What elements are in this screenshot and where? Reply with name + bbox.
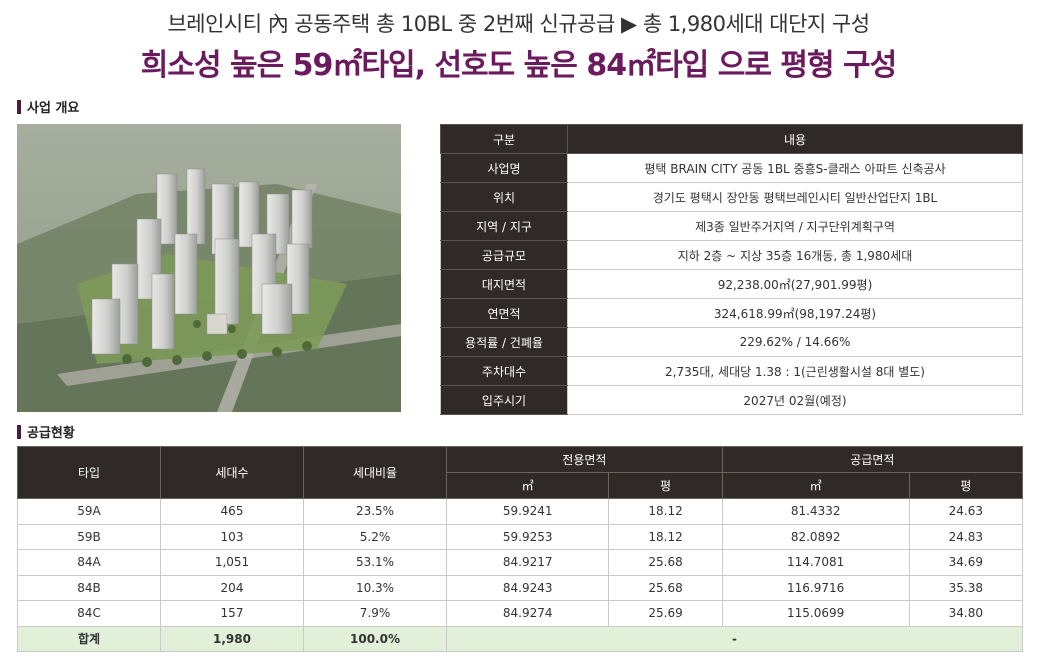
supply-header-units: 세대수 xyxy=(160,446,304,499)
supply-header-ratio: 세대비율 xyxy=(303,446,447,499)
overview-value: 경기도 평택시 장안동 평택브레인시티 일반산업단지 1BL xyxy=(567,182,1023,212)
overview-value: 평택 BRAIN CITY 공동 1BL 중흥S-클래스 아파트 신축공사 xyxy=(567,153,1023,183)
supply-cell-ratio: 23.5% xyxy=(303,498,447,525)
supply-cell-supply-pyeong: 24.83 xyxy=(908,523,1024,550)
supply-header-type: 타입 xyxy=(17,446,161,499)
section-title-supply-label: 공급현황 xyxy=(27,426,75,441)
supply-cell-ratio: 10.3% xyxy=(303,574,447,601)
supply-cell-type: 84A xyxy=(17,549,161,576)
supply-cell-supply-pyeong: 24.63 xyxy=(908,498,1024,525)
supply-subheader-exclusive-sqm: ㎡ xyxy=(445,472,610,499)
supply-row: 84A 1,051 53.1% 84.9217 25.68 114.7081 3… xyxy=(17,549,1024,576)
supply-total-label: 합계 xyxy=(17,625,161,652)
supply-cell-exclusive-pyeong: 25.69 xyxy=(608,600,723,627)
supply-cell-units: 204 xyxy=(160,574,304,601)
supply-cell-exclusive-pyeong: 25.68 xyxy=(608,574,723,601)
overview-label: 연면적 xyxy=(440,298,568,328)
overview-row: 연면적 324,618.99㎡(98,197.24평) xyxy=(440,298,1023,328)
section-title-supply: 공급현황 xyxy=(17,422,75,441)
headline-subtitle: 브레인시티 內 공동주택 총 10BL 중 2번째 신규공급 ▶ 총 1,980… xyxy=(167,12,870,36)
supply-cell-units: 1,051 xyxy=(160,549,304,576)
headline-title: 희소성 높은 59㎡타입, 선호도 높은 84㎡타입 으로 평형 구성 xyxy=(140,48,897,83)
supply-cell-units: 465 xyxy=(160,498,304,525)
overview-row: 위치 경기도 평택시 장안동 평택브레인시티 일반산업단지 1BL xyxy=(440,182,1023,212)
supply-cell-type: 84B xyxy=(17,574,161,601)
supply-subheader-exclusive-pyeong: 평 xyxy=(608,472,723,499)
supply-total-units: 1,980 xyxy=(160,625,304,652)
overview-label: 용적률 / 건폐율 xyxy=(440,327,568,357)
section-marker xyxy=(17,99,21,114)
overview-value: 324,618.99㎡(98,197.24평) xyxy=(567,298,1023,328)
overview-value: 지하 2층 ~ 지상 35층 16개동, 총 1,980세대 xyxy=(567,240,1023,270)
section-title-overview-label: 사업 개요 xyxy=(27,101,80,116)
overview-label: 위치 xyxy=(440,182,568,212)
overview-header-category: 구분 xyxy=(440,124,568,154)
overview-table: 구분 내용 사업명 평택 BRAIN CITY 공동 1BL 중흥S-클래스 아파… xyxy=(440,124,1023,415)
supply-cell-exclusive-pyeong: 25.68 xyxy=(608,549,723,576)
supply-row: 84B 204 10.3% 84.9243 25.68 116.9716 35.… xyxy=(17,574,1024,601)
overview-value: 2,735대, 세대당 1.38 : 1(근린생활시설 8대 별도) xyxy=(567,356,1023,386)
supply-cell-ratio: 5.2% xyxy=(303,523,447,550)
overview-label: 대지면적 xyxy=(440,269,568,299)
overview-label: 지역 / 지구 xyxy=(440,211,568,241)
supply-cell-supply-pyeong: 34.80 xyxy=(908,600,1024,627)
supply-cell-exclusive-sqm: 84.9243 xyxy=(445,574,610,601)
overview-row: 공급규모 지하 2층 ~ 지상 35층 16개동, 총 1,980세대 xyxy=(440,240,1023,270)
supply-header-exclusive: 전용면적 xyxy=(446,446,723,473)
overview-row: 대지면적 92,238.00㎡(27,901.99평) xyxy=(440,269,1023,299)
overview-row: 용적률 / 건폐율 229.62% / 14.66% xyxy=(440,327,1023,357)
overview-label: 공급규모 xyxy=(440,240,568,270)
supply-cell-supply-pyeong: 34.69 xyxy=(908,549,1024,576)
rendering-illustration xyxy=(17,124,401,412)
overview-row: 주차대수 2,735대, 세대당 1.38 : 1(근린생활시설 8대 별도) xyxy=(440,356,1023,386)
supply-cell-ratio: 53.1% xyxy=(303,549,447,576)
supply-total-row: 합계 1,980 100.0% - xyxy=(17,625,1023,652)
supply-subheader-row: ㎡ 평 ㎡ 평 xyxy=(18,472,1024,499)
supply-row: 59A 465 23.5% 59.9241 18.12 81.4332 24.6… xyxy=(17,498,1024,525)
supply-cell-exclusive-sqm: 84.9274 xyxy=(445,600,610,627)
overview-label: 사업명 xyxy=(440,153,568,183)
overview-row: 지역 / 지구 제3종 일반주거지역 / 지구단위계획구역 xyxy=(440,211,1023,241)
supply-cell-units: 103 xyxy=(160,523,304,550)
supply-cell-supply-sqm: 116.9716 xyxy=(721,574,910,601)
overview-value: 92,238.00㎡(27,901.99평) xyxy=(567,269,1023,299)
supply-row: 59B 103 5.2% 59.9253 18.12 82.0892 24.83 xyxy=(17,523,1024,550)
overview-value: 2027년 02월(예정) xyxy=(567,385,1023,415)
overview-header-row: 구분 내용 xyxy=(440,124,1023,154)
supply-cell-exclusive-pyeong: 18.12 xyxy=(608,498,723,525)
supply-subheader-supply-pyeong: 평 xyxy=(908,472,1024,499)
overview-row: 입주시기 2027년 02월(예정) xyxy=(440,385,1023,415)
apartment-aerial-rendering xyxy=(17,124,401,412)
supply-table: 타입 세대수 세대비율 전용면적 공급면적 ㎡ 평 ㎡ 평 59A 465 23… xyxy=(17,446,1024,652)
supply-row: 84C 157 7.9% 84.9274 25.69 115.0699 34.8… xyxy=(17,600,1024,627)
section-title-overview: 사업 개요 xyxy=(17,97,79,116)
supply-cell-exclusive-sqm: 59.9241 xyxy=(445,498,610,525)
supply-cell-ratio: 7.9% xyxy=(303,600,447,627)
supply-cell-supply-sqm: 114.7081 xyxy=(721,549,910,576)
overview-value: 제3종 일반주거지역 / 지구단위계획구역 xyxy=(567,211,1023,241)
supply-cell-supply-sqm: 115.0699 xyxy=(721,600,910,627)
supply-total-area: - xyxy=(446,625,1023,652)
section-marker xyxy=(17,424,21,439)
overview-header-content: 내용 xyxy=(567,124,1023,154)
supply-total-ratio: 100.0% xyxy=(303,625,447,652)
supply-cell-type: 84C xyxy=(17,600,161,627)
supply-cell-supply-sqm: 81.4332 xyxy=(721,498,910,525)
supply-cell-exclusive-sqm: 84.9217 xyxy=(445,549,610,576)
overview-row: 사업명 평택 BRAIN CITY 공동 1BL 중흥S-클래스 아파트 신축공사 xyxy=(440,153,1023,183)
overview-label: 입주시기 xyxy=(440,385,568,415)
overview-label: 주차대수 xyxy=(440,356,568,386)
supply-cell-supply-sqm: 82.0892 xyxy=(721,523,910,550)
overview-value: 229.62% / 14.66% xyxy=(567,327,1023,357)
supply-cell-type: 59B xyxy=(17,523,161,550)
supply-header-supply: 공급면적 xyxy=(721,446,1024,473)
supply-cell-type: 59A xyxy=(17,498,161,525)
supply-cell-supply-pyeong: 35.38 xyxy=(908,574,1024,601)
supply-subheader-supply-sqm: ㎡ xyxy=(721,472,910,499)
supply-header-row: 타입 세대수 세대비율 전용면적 공급면적 xyxy=(17,446,1024,499)
supply-cell-exclusive-sqm: 59.9253 xyxy=(445,523,610,550)
supply-cell-units: 157 xyxy=(160,600,304,627)
supply-cell-exclusive-pyeong: 18.12 xyxy=(608,523,723,550)
